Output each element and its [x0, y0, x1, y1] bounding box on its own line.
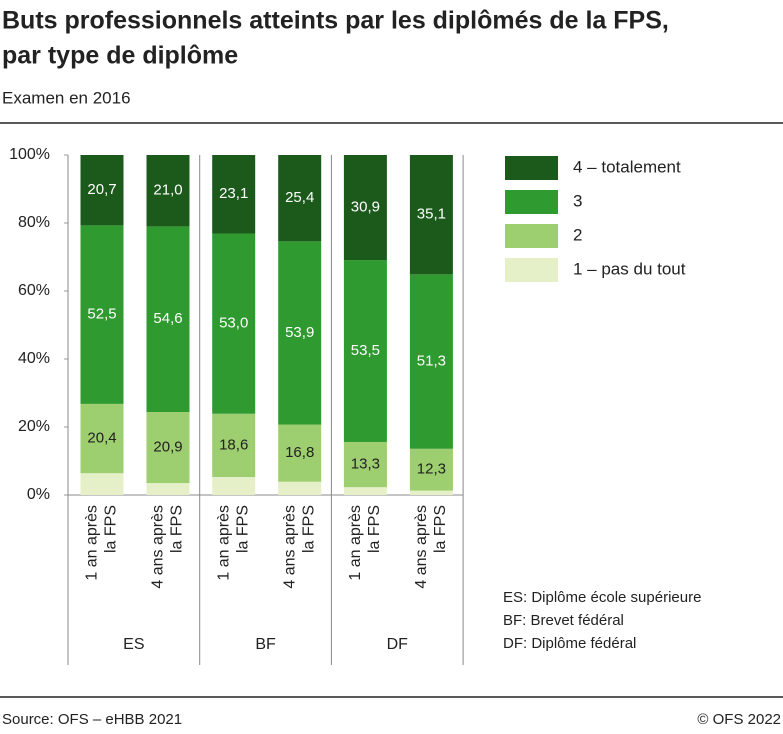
- group-label: BF: [255, 636, 276, 653]
- x-tick-label: la FPS: [234, 505, 251, 553]
- y-tick-label: 40%: [18, 350, 50, 367]
- value-label: 35,1: [417, 206, 446, 223]
- bar-segment: [278, 241, 322, 425]
- bar-segment: [80, 473, 124, 495]
- legend-swatch: [505, 156, 558, 180]
- bar-segment: [212, 233, 256, 414]
- y-tick-label: 80%: [18, 214, 50, 231]
- value-label: 13,3: [351, 456, 380, 473]
- y-tick-label: 100%: [9, 146, 50, 163]
- bar-segment: [278, 481, 322, 495]
- x-tick-label: 4 ans après: [281, 505, 298, 589]
- bar-segment: [146, 412, 190, 484]
- x-tick-label: la FPS: [169, 505, 186, 553]
- value-label: 30,9: [351, 198, 380, 215]
- value-label: 53,0: [219, 315, 248, 332]
- legend-label: 2: [573, 225, 582, 244]
- x-tick-label: la FPS: [300, 505, 317, 553]
- value-label: 25,4: [285, 189, 314, 206]
- bar-segment: [212, 155, 256, 234]
- chart-title: par type de diplôme: [2, 42, 238, 70]
- chart-subtitle: Examen en 2016: [2, 88, 131, 107]
- bar-segment: [343, 487, 387, 495]
- x-tick-label: la FPS: [366, 505, 383, 553]
- value-label: 53,5: [351, 342, 380, 359]
- value-label: 20,7: [87, 181, 116, 198]
- bar-segment: [212, 413, 256, 477]
- x-tick-label: 4 ans après: [413, 505, 430, 589]
- copyright: © OFS 2022: [697, 711, 781, 728]
- bar-segment: [80, 155, 124, 226]
- value-label: 16,8: [285, 444, 314, 461]
- x-tick-label: 1 an après: [84, 505, 101, 581]
- y-tick-label: 20%: [18, 418, 50, 435]
- x-tick-label: 1 an après: [347, 505, 364, 581]
- note: DF: Diplôme fédéral: [503, 635, 636, 652]
- bar-segment: [146, 226, 190, 413]
- bar-segment: [409, 490, 453, 495]
- value-label: 52,5: [87, 306, 116, 323]
- x-tick-label: la FPS: [103, 505, 120, 553]
- value-label: 18,6: [219, 436, 248, 453]
- legend-label: 3: [573, 191, 582, 210]
- value-label: 20,9: [153, 439, 182, 456]
- note: ES: Diplôme école supérieure: [503, 589, 701, 606]
- y-tick-label: 0%: [27, 486, 50, 503]
- bar-segment: [146, 155, 190, 227]
- bar-segment: [409, 155, 453, 275]
- bar-segment: [278, 155, 322, 242]
- x-tick-label: la FPS: [432, 505, 449, 553]
- value-label: 23,1: [219, 185, 248, 202]
- chart-title: Buts professionnels atteints par les dip…: [2, 7, 669, 35]
- bar-segment: [343, 155, 387, 261]
- bar-segment: [343, 441, 387, 488]
- legend-label: 4 – totalement: [573, 157, 681, 176]
- bar-segment: [80, 403, 124, 474]
- legend-swatch: [505, 258, 558, 282]
- value-label: 12,3: [417, 461, 446, 478]
- bar-segment: [212, 476, 256, 495]
- bar-segment: [343, 260, 387, 442]
- source: Source: OFS – eHBB 2021: [2, 711, 182, 728]
- x-tick-label: 1 an après: [215, 505, 232, 581]
- note: BF: Brevet fédéral: [503, 612, 624, 629]
- bar-segment: [80, 225, 124, 404]
- group-label: ES: [123, 636, 144, 653]
- x-tick-label: 4 ans après: [150, 505, 167, 589]
- bar-segment: [146, 483, 190, 495]
- group-label: DF: [387, 636, 409, 653]
- value-label: 54,6: [153, 310, 182, 327]
- legend-swatch: [505, 224, 558, 248]
- legend-label: 1 – pas du tout: [573, 259, 686, 278]
- bar-segment: [409, 274, 453, 449]
- y-tick-label: 60%: [18, 282, 50, 299]
- value-label: 53,9: [285, 324, 314, 341]
- legend-swatch: [505, 190, 558, 214]
- value-label: 21,0: [153, 182, 182, 199]
- value-label: 51,3: [417, 353, 446, 370]
- bar-segment: [278, 424, 322, 482]
- bar-segment: [409, 448, 453, 491]
- value-label: 20,4: [87, 430, 116, 447]
